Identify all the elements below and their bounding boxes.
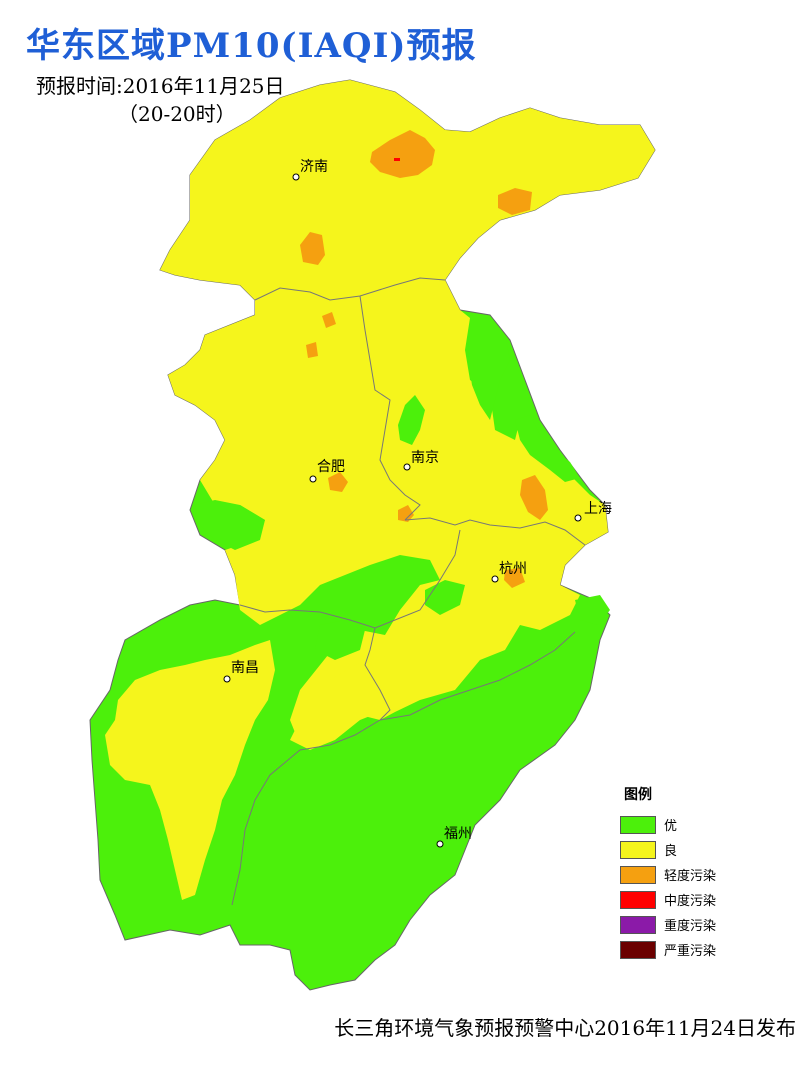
region-green-jiangsu-east [515, 415, 580, 482]
region-green-jiangsu-coast [468, 318, 510, 420]
region-green-nanjing [398, 395, 425, 445]
legend-label: 优 [664, 819, 678, 834]
region-orange-shandong-north [370, 130, 435, 178]
region-yellow-jiangxi-2 [290, 655, 400, 750]
legend-swatch [620, 865, 656, 884]
city-nanjing: 南京 [403, 450, 439, 471]
legend-label: 重度污染 [664, 919, 717, 934]
region-red-speck [394, 158, 400, 161]
city-hangzhou: 杭州 [491, 561, 527, 583]
city-label-hefei: 合肥 [317, 459, 345, 475]
region-orange-jiangsu-north [322, 312, 336, 328]
legend-item-light: 轻度污染 [620, 862, 716, 887]
region-green-zhejiang-west [315, 620, 365, 660]
map-title: 华东区域PM10(IAQI)预报 [26, 26, 477, 66]
region-green-anhui-west [195, 500, 265, 550]
region-orange-shandong-east [498, 188, 532, 215]
legend-item-moderate: 中度污染 [620, 887, 716, 912]
legend-swatch [620, 915, 656, 934]
city-label-shanghai: 上海 [584, 501, 612, 517]
legend-title: 图例 [624, 787, 652, 803]
publisher-footer: 长三角环境气象预报预警中心2016年11月24日发布 [334, 1016, 796, 1040]
city-shanghai: 上海 [574, 501, 612, 522]
legend-label: 轻度污染 [664, 869, 717, 884]
region-orange-hefei [328, 472, 348, 492]
legend-swatch [620, 940, 656, 959]
city-label-hangzhou: 杭州 [499, 561, 527, 577]
legend-label: 严重污染 [664, 944, 717, 959]
city-jinan: 济南 [292, 159, 328, 181]
region-orange-nanjing-south [398, 505, 414, 522]
legend: 图例 优 良 轻度污染 中度污染 重度污染 严重污染 [620, 784, 716, 962]
region-orange-hangzhou [504, 568, 525, 588]
legend-item-excellent: 优 [620, 812, 716, 837]
city-hefei: 合肥 [309, 459, 345, 483]
region-orange-anhui-north [306, 342, 318, 358]
legend-item-severe: 严重污染 [620, 937, 716, 962]
city-label-nanjing: 南京 [411, 450, 439, 466]
region-green-zhejiang-mid [425, 580, 465, 615]
forecast-time: 预报时间:2016年11月25日 [36, 74, 285, 98]
legend-swatch [620, 815, 656, 834]
city-label-nanchang: 南昌 [231, 660, 259, 676]
legend-swatch [620, 840, 656, 859]
legend-swatch [620, 890, 656, 909]
region-yellow-jiangxi [105, 640, 275, 900]
region-orange-shanghai-west [520, 475, 548, 520]
city-nanchang: 南昌 [223, 660, 259, 683]
legend-label: 良 [664, 844, 678, 859]
city-label-jinan: 济南 [300, 159, 328, 175]
legend-item-heavy: 重度污染 [620, 912, 716, 937]
province-boundaries [231, 277, 586, 906]
city-fuzhou: 福州 [436, 826, 472, 848]
legend-label: 中度污染 [664, 894, 717, 909]
time-range: （20-20时） [118, 102, 236, 126]
legend-item-good: 良 [620, 837, 716, 862]
region-green-zhejiang-east [575, 595, 610, 625]
city-label-fuzhou: 福州 [444, 826, 472, 842]
region-orange-jinan-south [300, 232, 325, 265]
